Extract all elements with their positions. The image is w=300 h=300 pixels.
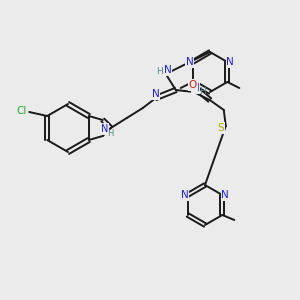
Text: S: S xyxy=(218,123,224,133)
Text: N: N xyxy=(164,65,172,75)
Text: N: N xyxy=(192,83,200,93)
Text: N: N xyxy=(186,57,194,67)
Text: N: N xyxy=(226,57,234,67)
Text: N: N xyxy=(152,89,160,99)
Text: Cl: Cl xyxy=(16,106,26,116)
Text: O: O xyxy=(189,80,197,90)
Text: N: N xyxy=(181,190,189,200)
Text: N: N xyxy=(101,124,109,134)
Text: H: H xyxy=(108,130,114,139)
Text: N: N xyxy=(221,190,229,200)
Text: H: H xyxy=(200,86,206,95)
Text: H: H xyxy=(156,68,163,76)
